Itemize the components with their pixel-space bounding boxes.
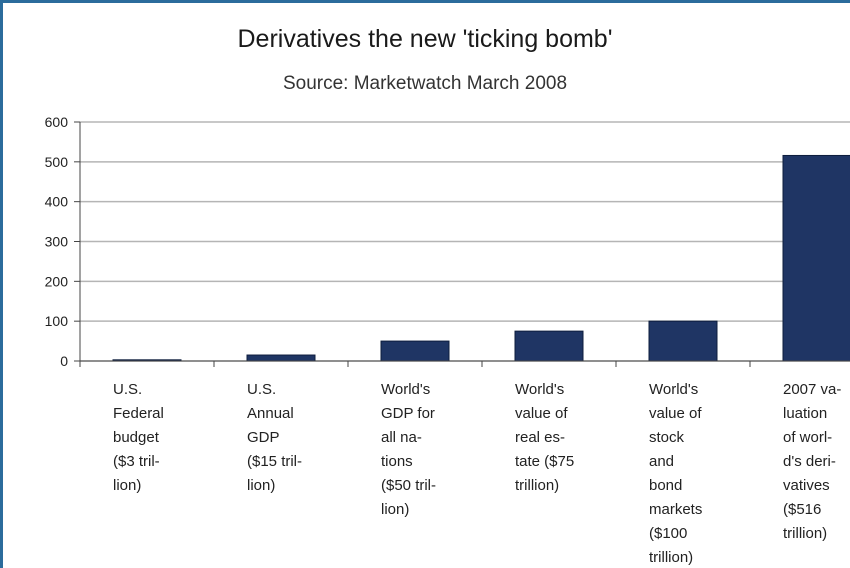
y-tick-label: 400: [45, 194, 69, 210]
category-label: World's value of stock and bond markets ($100 t…: [649, 381, 702, 566]
category-label: World's GDP for all na-tions ($50 tril-lion…: [381, 381, 436, 518]
bar: [649, 321, 717, 361]
y-tick-label: 600: [45, 114, 69, 130]
x-axis: [80, 361, 850, 367]
category-label: U.S. Annual GDP ($15 tril-lion): [247, 381, 302, 494]
y-tick-label: 200: [45, 273, 69, 289]
y-tick-label: 300: [45, 234, 69, 250]
gridlines: [80, 122, 850, 361]
y-tick-label: 100: [45, 313, 69, 329]
y-tick-label: 500: [45, 154, 69, 170]
bar: [381, 341, 449, 361]
bar: [515, 331, 583, 361]
category-label: 2007 va-luation of worl-d's deri-vatives(…: [783, 381, 841, 542]
bar: [783, 155, 850, 361]
bar: [247, 355, 315, 361]
y-tick-label: 0: [60, 353, 68, 369]
category-label: U.S. Federal budget ($3 tril-lion): [113, 381, 164, 494]
category-labels: U.S. Federal budget ($3 tril-lion) U.S. Annua…: [113, 381, 841, 566]
category-label: World's value of real es-tate ($75 trillion…: [515, 381, 574, 494]
y-axis: 0 100 200 300 400 500 600: [45, 114, 80, 369]
bars: [113, 155, 850, 361]
